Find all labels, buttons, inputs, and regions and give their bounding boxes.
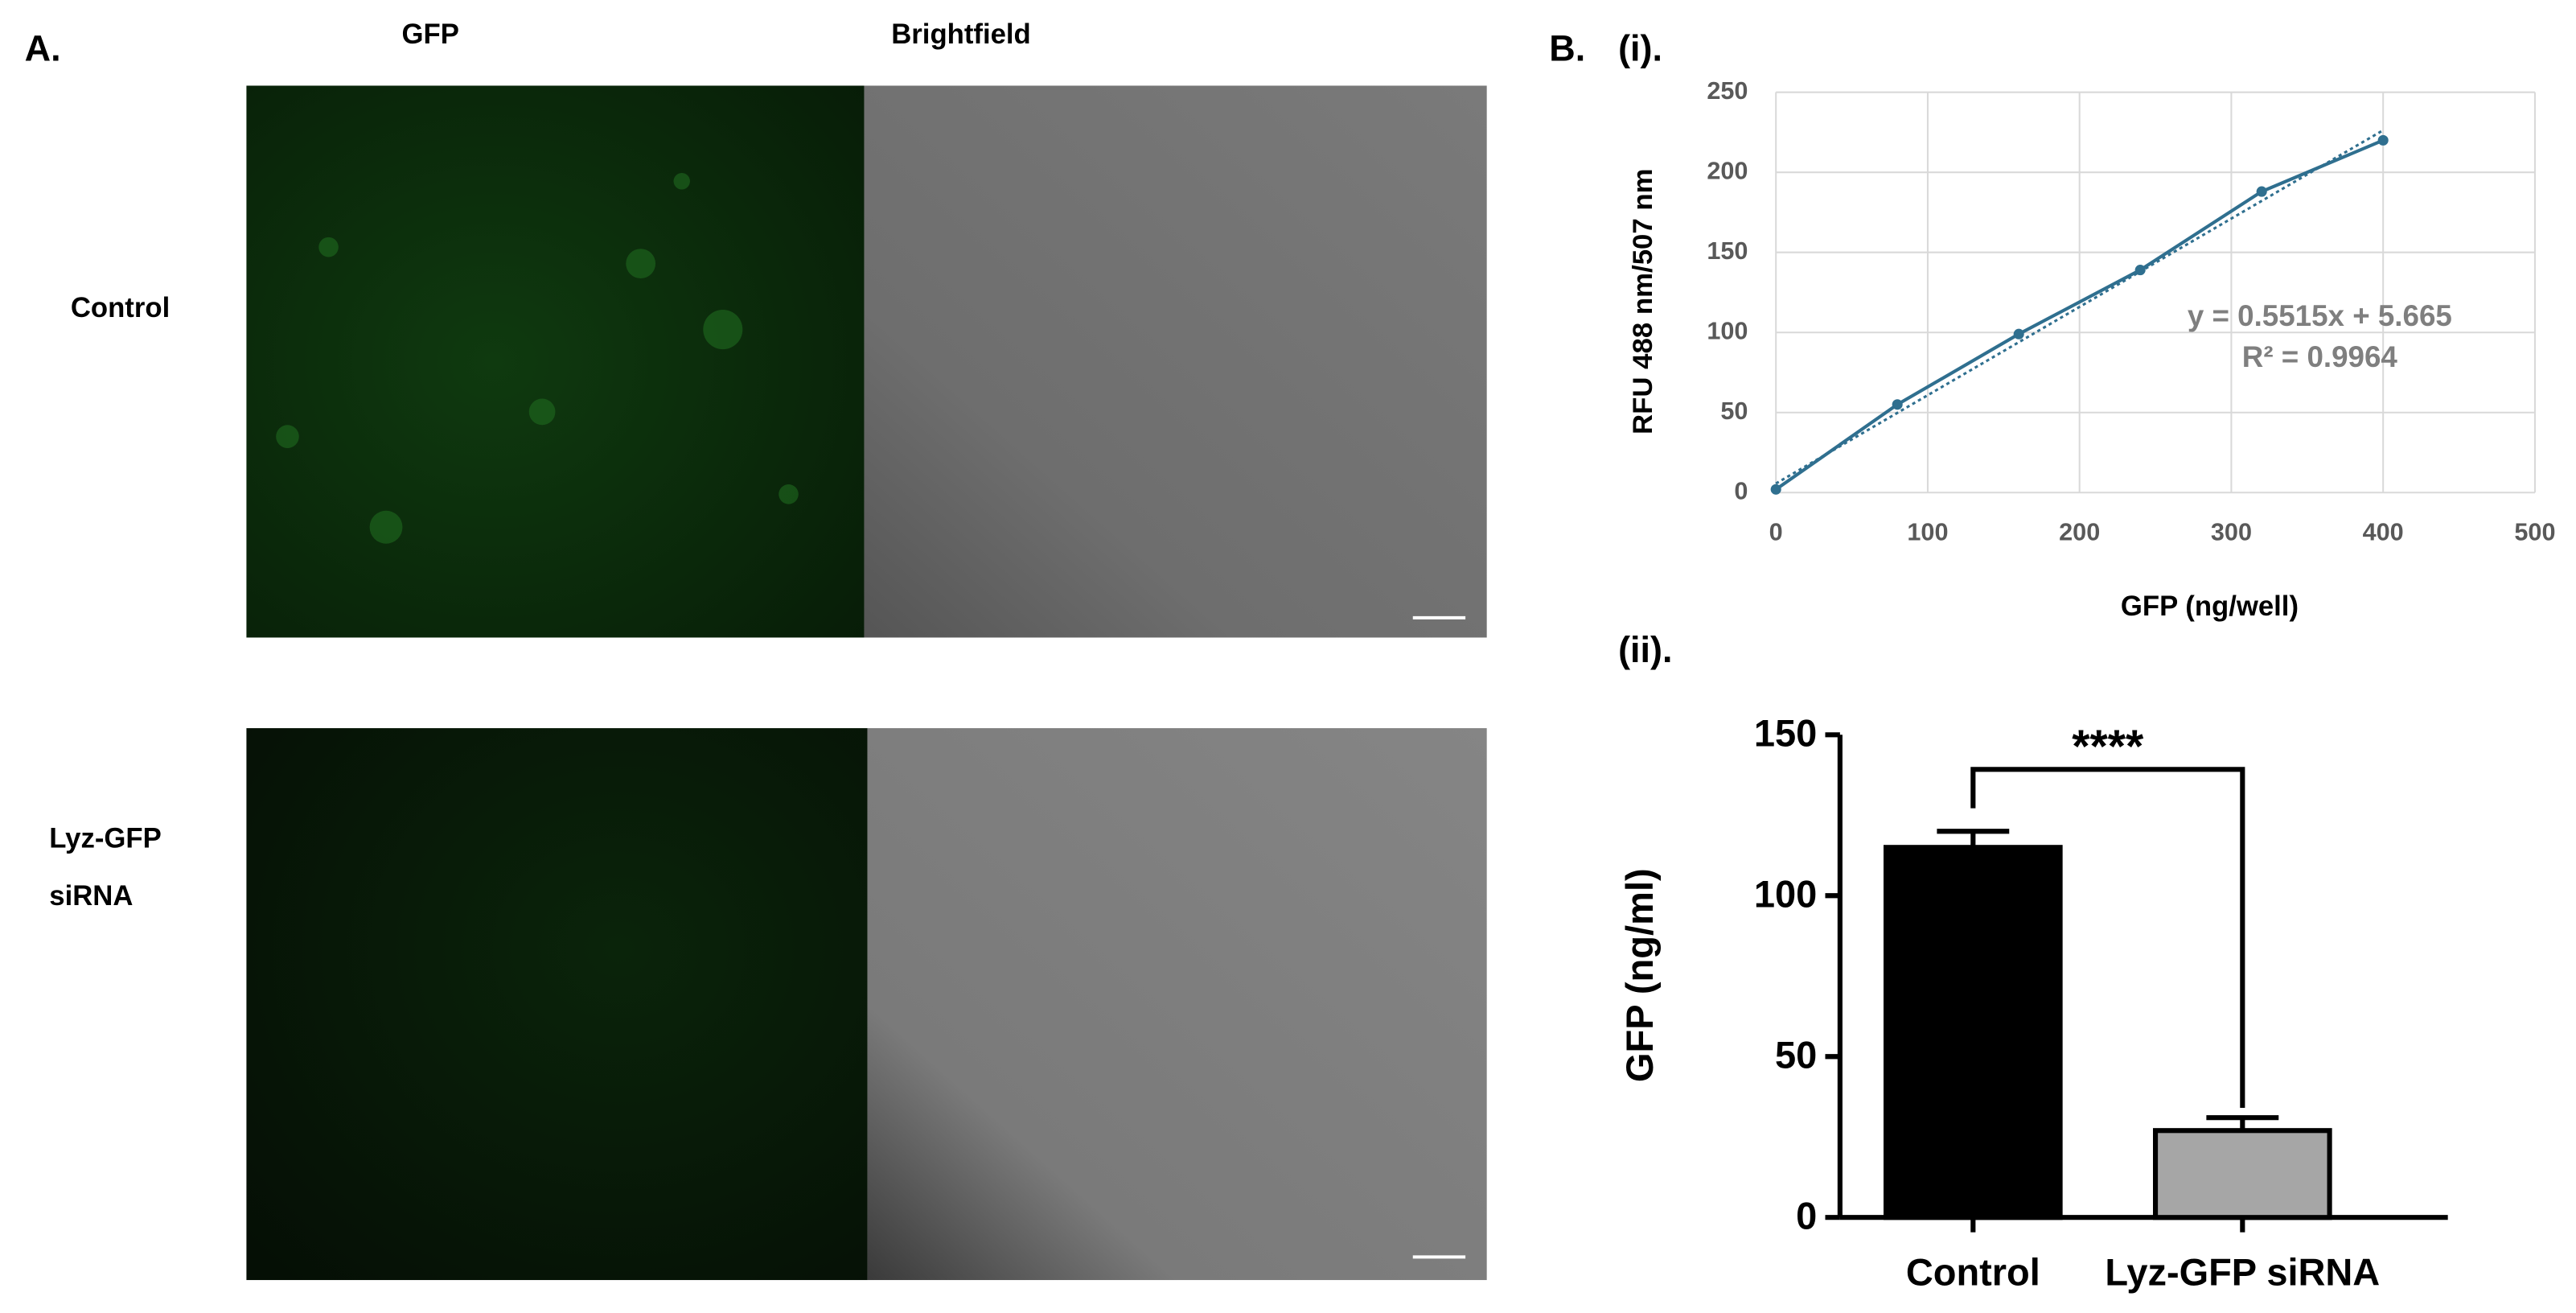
column-header: GFP — [402, 19, 459, 50]
bar — [2152, 1128, 2332, 1220]
x-tick-label: 400 — [2363, 519, 2404, 546]
data-line — [1775, 138, 2384, 491]
y-tick-label: 100 — [1707, 317, 1748, 344]
y-tick-label: 50 — [1775, 1034, 1817, 1076]
row-label: siRNA — [49, 881, 133, 912]
y-tick-label: 100 — [1754, 873, 1817, 916]
x-axis-label: GFP (ng/well) — [2121, 591, 2299, 622]
x-tick-label: Control — [1906, 1250, 2040, 1293]
data-point — [2256, 186, 2267, 197]
y-tick-label: 250 — [1707, 77, 1748, 105]
y-tick-label: 150 — [1707, 237, 1748, 265]
y-tick-label: 150 — [1754, 712, 1817, 755]
data-point — [1892, 399, 1903, 410]
data-point — [1770, 484, 1781, 495]
significance-bracket — [1970, 767, 2245, 1108]
y-tick-label: 0 — [1796, 1195, 1817, 1237]
x-tick-label: 0 — [1769, 519, 1783, 546]
y-tick-label: 50 — [1720, 397, 1748, 425]
gfp-image — [246, 728, 868, 1281]
x-tick-label: Lyz-GFP siRNA — [2105, 1250, 2380, 1293]
brightfield-image — [867, 728, 1487, 1281]
brightfield-image — [864, 85, 1487, 638]
x-tick-label: 100 — [1907, 519, 1948, 546]
significance: **** — [2072, 721, 2144, 772]
error-bar — [1937, 829, 2010, 848]
equation: R² = 0.9964 — [2242, 340, 2398, 373]
x-tick-label: 300 — [2211, 519, 2252, 546]
panel-label: A. — [25, 27, 61, 68]
bar — [1883, 845, 2063, 1220]
y-tick-label: 200 — [1707, 157, 1748, 184]
row-label: Control — [71, 293, 170, 323]
row-label: Lyz-GFP — [49, 823, 161, 854]
x-tick-label: 200 — [2059, 519, 2100, 546]
y-axis-label: RFU 488 nm/507 nm — [1628, 168, 1658, 434]
equation: y = 0.5515x + 5.665 — [2188, 299, 2452, 332]
gfp-image — [246, 85, 865, 638]
y-tick-label: 0 — [1734, 477, 1748, 504]
y-axis-label: GFP (ng/ml) — [1618, 868, 1661, 1082]
column-header: Brightfield — [891, 19, 1031, 50]
gfp-spots — [276, 173, 799, 544]
panel-label: (ii). — [1618, 629, 1672, 670]
panel-label: (i). — [1618, 27, 1662, 68]
x-tick-label: 500 — [2514, 519, 2555, 546]
data-point — [2134, 265, 2146, 276]
error-bar — [2206, 1115, 2279, 1131]
data-point — [2377, 134, 2389, 146]
trendline — [1775, 129, 2384, 485]
data-point — [2013, 328, 2024, 340]
panel-label: B. — [1549, 27, 1585, 68]
